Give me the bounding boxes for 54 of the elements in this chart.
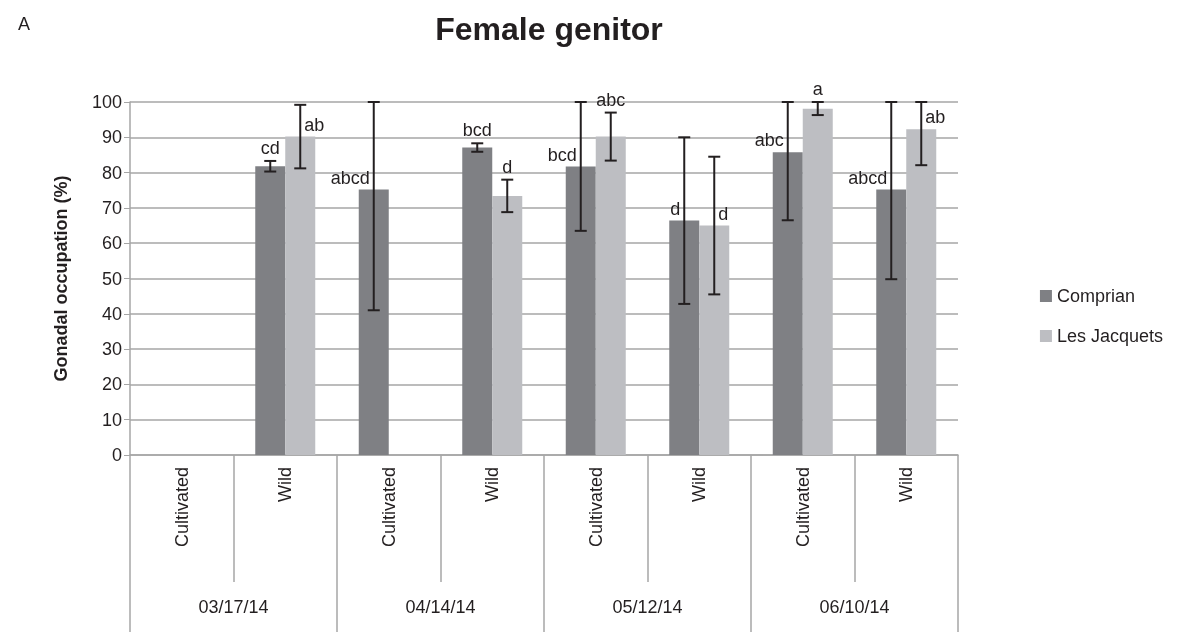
chart-title: Female genitor <box>435 11 663 47</box>
bar <box>772 152 803 455</box>
data-label: d <box>718 203 729 224</box>
bar <box>565 166 596 455</box>
data-label: bcd <box>547 144 577 165</box>
y-tick-label: 80 <box>101 162 122 183</box>
legend-label: Comprian <box>1056 286 1135 306</box>
y-tick-label: 20 <box>101 374 122 395</box>
x-tick-label: Cultivated <box>171 467 192 548</box>
bar <box>669 220 700 455</box>
x-tick-label: Wild <box>896 467 917 502</box>
y-tick-label: 90 <box>101 127 122 148</box>
data-label: d <box>670 198 681 219</box>
x-tick-label: Cultivated <box>792 467 813 548</box>
data-label: a <box>812 79 824 99</box>
bar <box>492 195 523 455</box>
data-label: abcd <box>330 167 370 188</box>
data-label: ab <box>304 114 325 135</box>
data-label: abc <box>596 89 626 110</box>
y-tick-label: 0 <box>111 445 122 465</box>
bar <box>699 225 730 455</box>
bar <box>358 189 389 455</box>
data-label: bcd <box>462 120 492 141</box>
y-tick-label: 30 <box>101 339 122 360</box>
text: 06/10/14 <box>819 597 890 617</box>
bar <box>595 136 626 455</box>
y-tick-label: 10 <box>101 409 122 430</box>
bar <box>802 108 833 455</box>
bar <box>255 166 286 455</box>
x-tick-label: Cultivated <box>378 467 399 548</box>
data-label: ab <box>925 107 946 128</box>
data-label: abcd <box>848 167 888 188</box>
data-label: d <box>502 156 513 177</box>
bar <box>462 147 493 455</box>
legend-label: Les Jacquets <box>1056 326 1164 346</box>
x-tick-label: Wild <box>689 467 710 502</box>
bar <box>906 129 937 455</box>
bar <box>876 189 907 455</box>
y-tick-label: 100 <box>91 92 122 112</box>
data-label: cd <box>260 137 280 158</box>
x-tick-label: Wild <box>482 467 503 502</box>
x-tick-label: Cultivated <box>585 467 606 548</box>
text: 04/14/14 <box>405 597 476 617</box>
text: A <box>18 14 31 34</box>
x-tick-label: Wild <box>275 467 296 502</box>
data-label: abc <box>754 130 784 151</box>
y-tick-label: 70 <box>101 197 122 218</box>
bar <box>285 136 316 455</box>
y-tick-label: 40 <box>101 303 122 324</box>
text: 05/12/14 <box>612 597 683 617</box>
y-axis-title: Gonadal occupation (%) <box>51 175 71 382</box>
text: 03/17/14 <box>198 597 269 617</box>
y-tick-label: 60 <box>101 233 122 254</box>
y-tick-label: 50 <box>101 268 122 289</box>
